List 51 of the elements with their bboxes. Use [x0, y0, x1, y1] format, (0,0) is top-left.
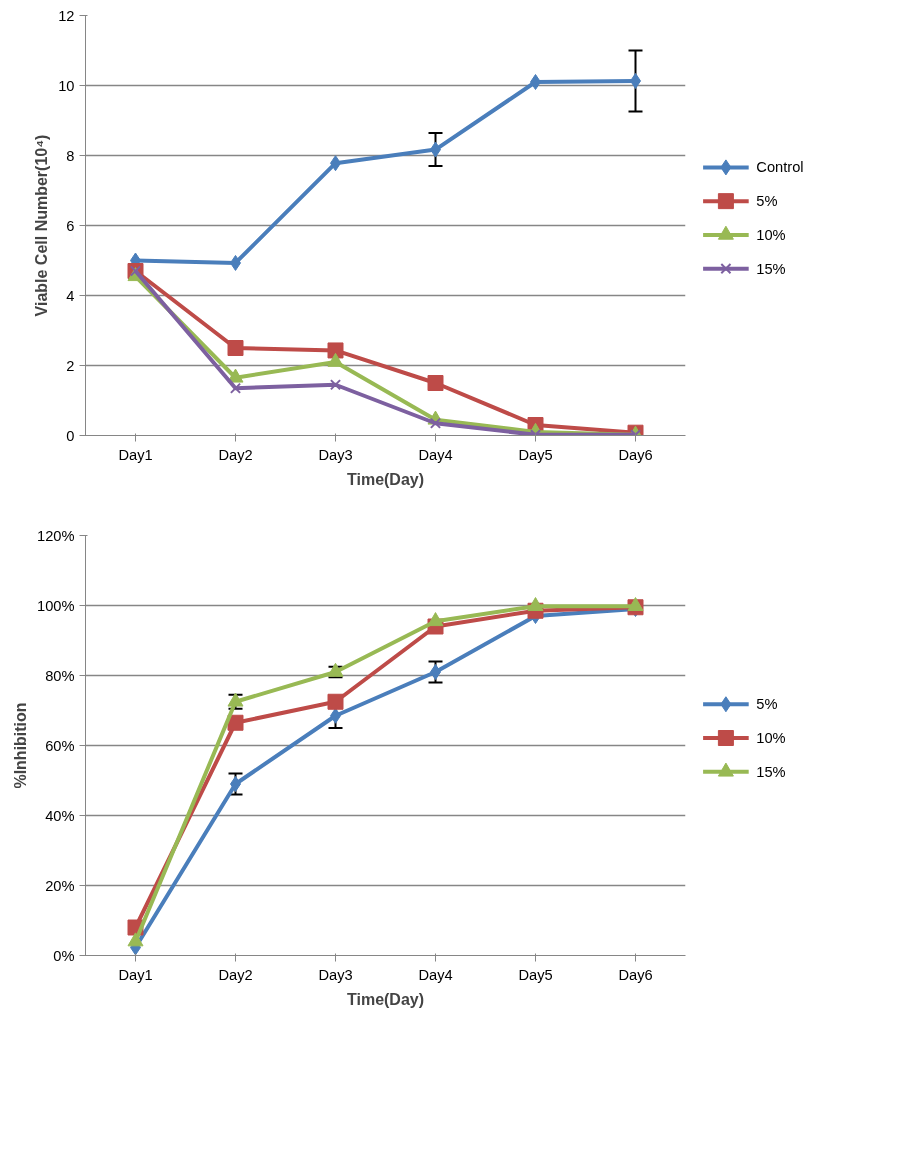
point	[429, 417, 442, 429]
point	[227, 340, 244, 356]
point	[229, 382, 242, 394]
legend-label: 10%	[756, 226, 786, 243]
y-tick-label: 2	[66, 357, 75, 374]
y-axis-title: %Inhibition	[12, 702, 30, 789]
x-tick-label: Day6	[618, 966, 653, 983]
y-tick-label: 10	[58, 77, 75, 94]
y-tick-label: 40%	[45, 807, 75, 824]
x-tick-label: Day2	[218, 966, 253, 983]
y-tick-label: 8	[66, 147, 75, 164]
point	[327, 693, 344, 710]
legend-label: 5%	[756, 696, 778, 713]
point	[227, 368, 244, 383]
x-axis-title: Time(Day)	[346, 990, 425, 1008]
point	[327, 352, 344, 367]
y-tick-label: 0%	[53, 947, 75, 964]
x-tick-label: Day4	[418, 446, 453, 463]
point	[427, 375, 444, 391]
legend-label: 15%	[756, 763, 786, 780]
point	[627, 597, 644, 612]
legend-label: Control	[756, 159, 804, 176]
x-tick-label: Day4	[418, 966, 453, 983]
y-tick-label: 120%	[37, 527, 75, 544]
x-tick-label: Day5	[518, 446, 553, 463]
x-axis-title: Time(Day)	[346, 470, 425, 488]
y-tick-label: 100%	[37, 597, 75, 614]
y-tick-label: 60%	[45, 737, 75, 754]
legend-label: 5%	[756, 193, 778, 210]
point	[327, 342, 344, 359]
y-tick-label: 4	[66, 287, 75, 304]
y-tick-label: 80%	[45, 667, 75, 684]
y-tick-label: 0	[66, 427, 75, 444]
x-tick-label: Day3	[318, 446, 353, 463]
y-tick-label: 6	[66, 217, 75, 234]
x-tick-label: Day6	[618, 446, 653, 463]
point	[427, 612, 444, 627]
x-tick-label: Day1	[118, 966, 153, 983]
y-tick-label: 12	[58, 7, 75, 24]
legend-label: 10%	[756, 730, 786, 746]
x-tick-label: Day5	[518, 966, 553, 983]
point	[527, 597, 544, 612]
x-tick-label: Day1	[118, 446, 153, 463]
point	[329, 379, 342, 391]
point	[127, 932, 144, 947]
x-tick-label: Day3	[318, 966, 353, 983]
y-axis-title: Viable Cell Number(10⁴)	[33, 134, 51, 317]
point	[227, 714, 244, 731]
legend-label: 15%	[756, 260, 786, 277]
y-tick-label: 20%	[45, 877, 75, 894]
x-tick-label: Day2	[218, 446, 253, 463]
